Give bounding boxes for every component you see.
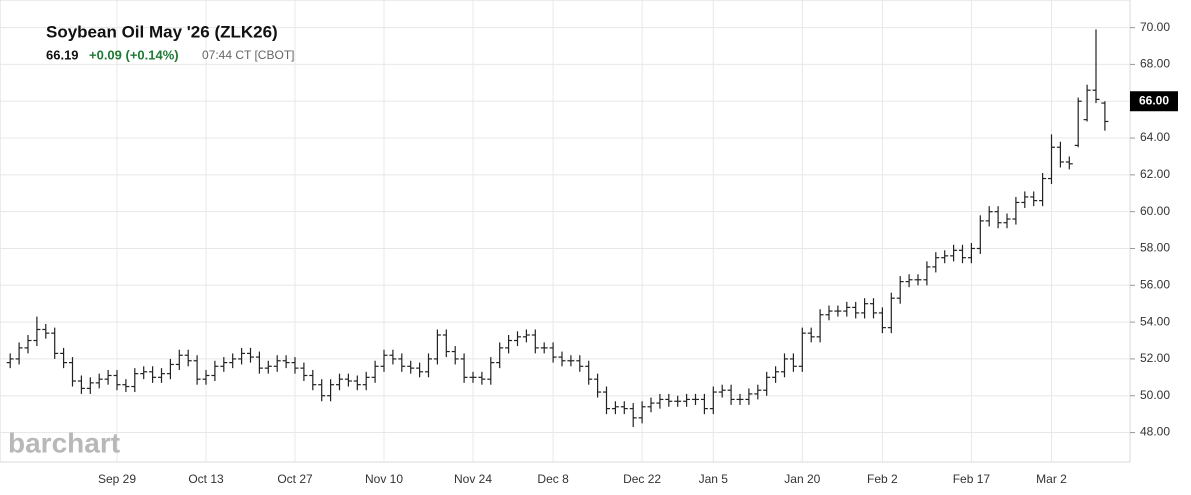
grid xyxy=(0,0,1130,462)
x-tick-label: Jan 5 xyxy=(699,472,729,486)
plot-area xyxy=(0,0,1131,463)
x-tick-label: Feb 2 xyxy=(867,472,898,486)
x-tick-label: Jan 20 xyxy=(784,472,820,486)
chart-title: Soybean Oil May '26 (ZLK26) xyxy=(46,22,278,41)
x-tick-label: Dec 8 xyxy=(537,472,569,486)
last-price: 66.19 xyxy=(46,47,79,62)
x-tick-label: Feb 17 xyxy=(953,472,991,486)
x-tick-label: Nov 10 xyxy=(365,472,403,486)
price-change: +0.09 (+0.14%) xyxy=(89,47,179,62)
y-tick-label: 64.00 xyxy=(1140,130,1170,144)
y-tick-label: 70.00 xyxy=(1140,20,1170,34)
x-tick-label: Oct 27 xyxy=(277,472,313,486)
last-price-label: 66.00 xyxy=(1139,93,1169,107)
x-tick-label: Nov 24 xyxy=(454,472,492,486)
last-price-box xyxy=(1130,91,1178,112)
y-tick-label: 52.00 xyxy=(1140,351,1170,365)
y-tick-label: 48.00 xyxy=(1140,425,1170,439)
x-tick-label: Sep 29 xyxy=(98,472,136,486)
quote-time: 07:44 CT [CBOT] xyxy=(202,48,294,62)
y-tick-label: 54.00 xyxy=(1140,314,1170,328)
bars xyxy=(6,29,1109,428)
y-tick-label: 68.00 xyxy=(1140,57,1170,71)
x-tick-label: Dec 22 xyxy=(623,472,661,486)
watermark: barchart xyxy=(8,427,120,458)
x-tick-label: Mar 2 xyxy=(1036,472,1067,486)
y-tick-label: 60.00 xyxy=(1140,204,1170,218)
y-tick-label: 62.00 xyxy=(1140,167,1170,181)
x-tick-label: Oct 13 xyxy=(188,472,224,486)
y-tick-label: 58.00 xyxy=(1140,241,1170,255)
y-tick-label: 56.00 xyxy=(1140,277,1170,291)
y-tick-label: 50.00 xyxy=(1140,388,1170,402)
